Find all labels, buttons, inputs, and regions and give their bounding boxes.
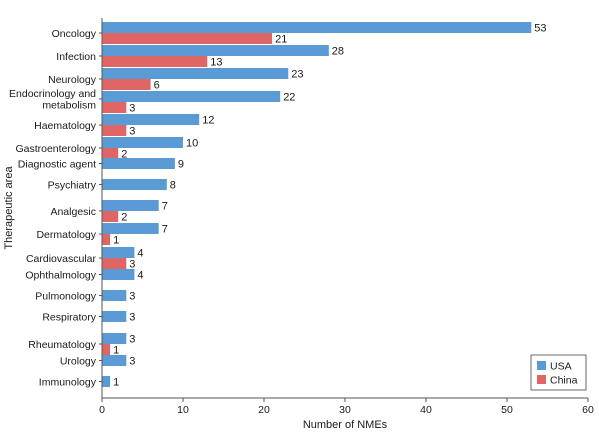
category-label-rheumatology: Rheumatology	[28, 339, 96, 351]
category-label-haematology: Haematology	[34, 120, 97, 132]
bar-usa-pulmonology	[102, 290, 127, 301]
bar-usa-cardiovascular	[102, 247, 135, 258]
bar-china-analgesic	[102, 211, 119, 222]
category-label-gastroenterology: Gastroenterology	[15, 143, 96, 155]
bars-layer	[102, 22, 532, 387]
bar-usa-infection	[102, 45, 329, 56]
x-tick-label-10: 10	[177, 404, 189, 416]
bar-usa-respiratory	[102, 311, 127, 322]
bar-usa-analgesic	[102, 200, 159, 211]
value-label-usa-neurology: 23	[291, 69, 303, 81]
bar-usa-urology	[102, 355, 127, 366]
value-label-usa-diagnostic-agent: 9	[178, 159, 184, 171]
category-label-endocrinology-and-metabolism: Endocrinology and metabolism	[9, 88, 96, 112]
axes-layer: 0 10 20 30 40 50 60	[99, 18, 594, 416]
category-label-oncology: Oncology	[52, 28, 97, 40]
bar-china-neurology	[102, 79, 151, 90]
x-tick-label-60: 60	[582, 404, 594, 416]
value-label-usa-psychiatry: 8	[170, 180, 176, 192]
value-label-china-neurology: 6	[154, 80, 160, 92]
legend-label-china: China	[550, 375, 578, 387]
value-label-china-gastroenterology: 2	[121, 149, 127, 161]
bar-usa-endocrinology-and-metabolism	[102, 91, 281, 102]
bar-usa-haematology	[102, 114, 200, 125]
value-label-usa-gastroenterology: 10	[186, 138, 198, 150]
category-label-respiratory: Respiratory	[42, 311, 96, 323]
bar-usa-rheumatology	[102, 333, 127, 344]
category-label-urology: Urology	[60, 355, 97, 367]
value-label-china-haematology: 3	[129, 126, 135, 138]
value-label-china-rheumatology: 1	[113, 345, 119, 357]
legend: USA China	[530, 354, 587, 391]
value-label-usa-endocrinology-and-metabolism: 22	[283, 92, 295, 104]
value-label-usa-ophthalmology: 4	[137, 270, 143, 282]
x-tick-label-0: 0	[99, 404, 105, 416]
value-label-usa-oncology: 53	[534, 23, 546, 35]
value-label-china-dermatology: 1	[113, 235, 119, 247]
bar-china-oncology	[102, 33, 273, 44]
category-label-analgesic: Analgesic	[50, 206, 96, 218]
value-label-usa-urology: 3	[129, 356, 135, 368]
value-label-usa-cardiovascular: 4	[137, 248, 143, 260]
x-tick-label-50: 50	[501, 404, 513, 416]
bar-usa-dermatology	[102, 223, 159, 234]
legend-swatch-usa	[537, 361, 546, 370]
value-label-usa-immunology: 1	[113, 377, 119, 389]
value-label-usa-analgesic: 7	[162, 201, 168, 213]
x-tick-label-20: 20	[258, 404, 270, 416]
value-label-china-analgesic: 2	[121, 212, 127, 224]
bar-usa-neurology	[102, 68, 289, 79]
value-label-usa-pulmonology: 3	[129, 291, 135, 303]
value-label-usa-dermatology: 7	[162, 224, 168, 236]
bar-china-infection	[102, 56, 208, 67]
value-label-usa-infection: 28	[332, 46, 344, 58]
y-axis-title: Therapeutic area	[3, 166, 15, 250]
bar-usa-ophthalmology	[102, 269, 135, 280]
value-label-china-infection: 13	[210, 57, 222, 69]
category-labels-layer: Oncology Infection Neurology Endocrinology …	[9, 28, 97, 388]
value-label-usa-rheumatology: 3	[129, 334, 135, 346]
bar-usa-psychiatry	[102, 179, 167, 190]
value-label-china-oncology: 21	[275, 34, 287, 46]
category-label-psychiatry: Psychiatry	[48, 179, 97, 191]
value-label-usa-respiratory: 3	[129, 312, 135, 324]
x-tick-label-30: 30	[339, 404, 351, 416]
bar-china-rheumatology	[102, 344, 111, 355]
value-label-china-endocrinology-and-metabolism: 3	[129, 103, 135, 115]
bar-china-haematology	[102, 125, 127, 136]
bar-usa-immunology	[102, 376, 111, 387]
category-label-immunology: Immunology	[39, 376, 97, 388]
legend-label-usa: USA	[550, 361, 572, 373]
x-axis-title: Number of NMEs	[303, 419, 388, 431]
category-label-pulmonology: Pulmonology	[35, 290, 96, 302]
bar-usa-oncology	[102, 22, 532, 33]
category-label-dermatology: Dermatology	[36, 229, 96, 241]
category-label-neurology: Neurology	[48, 74, 97, 86]
value-label-china-cardiovascular: 3	[129, 259, 135, 271]
x-tick-label-40: 40	[420, 404, 432, 416]
category-label-diagnostic-agent: Diagnostic agent	[18, 158, 96, 170]
value-label-usa-haematology: 12	[202, 115, 214, 127]
legend-box	[530, 354, 587, 391]
bar-usa-diagnostic-agent	[102, 158, 175, 169]
category-label-cardiovascular: Cardiovascular	[26, 253, 97, 265]
bar-usa-gastroenterology	[102, 137, 183, 148]
category-label-infection: Infection	[56, 51, 96, 63]
legend-swatch-china	[537, 375, 546, 384]
bar-china-cardiovascular	[102, 258, 127, 269]
bar-china-dermatology	[102, 234, 111, 245]
bar-china-endocrinology-and-metabolism	[102, 102, 127, 113]
category-label-ophthalmology: Ophthalmology	[25, 269, 96, 281]
bar-china-gastroenterology	[102, 148, 119, 159]
